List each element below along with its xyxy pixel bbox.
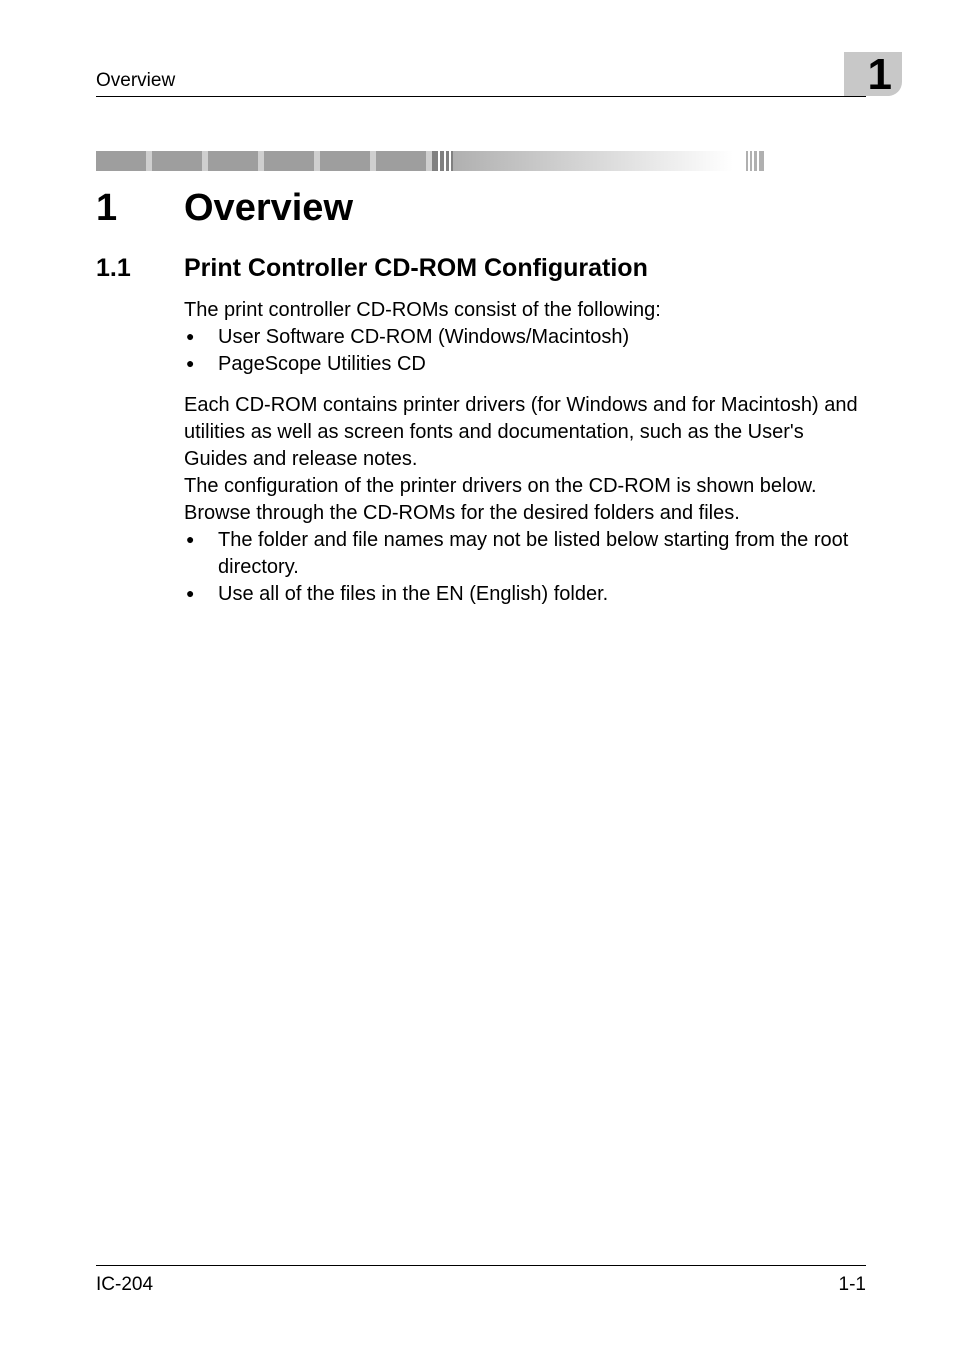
header-title: Overview	[96, 70, 175, 92]
intro-paragraph: The print controller CD-ROMs consist of …	[184, 297, 866, 324]
cdrom-list: User Software CD-ROM (Windows/Macintosh)…	[184, 324, 866, 378]
section-title: Print Controller CD-ROM Configuration	[184, 254, 648, 283]
section-heading: 1.1 Print Controller CD-ROM Configuratio…	[96, 254, 866, 283]
chapter-tab-number: 1	[868, 50, 892, 100]
paragraph-2: Each CD-ROM contains printer drivers (fo…	[184, 392, 866, 473]
chapter-number: 1	[96, 187, 184, 230]
chapter-tab-bg: 1	[844, 52, 902, 96]
chapter-tab: 1	[844, 52, 902, 96]
section-number: 1.1	[96, 254, 184, 283]
decor-bar-svg	[96, 151, 876, 171]
footer-right: 1-1	[839, 1274, 866, 1296]
paragraph-3: The configuration of the printer drivers…	[184, 473, 866, 527]
list-item: PageScope Utilities CD	[184, 351, 866, 378]
list-item: Use all of the files in the EN (English)…	[184, 581, 866, 608]
list-item: The folder and file names may not be lis…	[184, 527, 866, 581]
page-footer: IC-204 1-1	[96, 1265, 866, 1296]
page-header: Overview 1	[96, 48, 866, 97]
list-item: User Software CD-ROM (Windows/Macintosh)	[184, 324, 866, 351]
chapter-title: Overview	[184, 187, 353, 230]
footer-left: IC-204	[96, 1274, 153, 1296]
decorative-bar	[96, 151, 866, 171]
chapter-heading: 1 Overview	[96, 187, 866, 230]
notes-list: The folder and file names may not be lis…	[184, 527, 866, 608]
